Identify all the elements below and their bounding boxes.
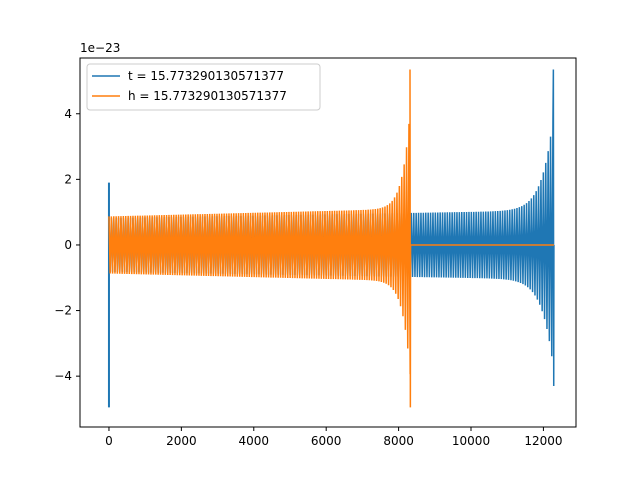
- series-line-2: [108, 69, 554, 408]
- legend-box: [86, 63, 321, 111]
- legend-label-2: h = 15.773290130571377: [128, 89, 287, 103]
- x-tick-label: 12000: [524, 434, 562, 448]
- y-tick-label: −4: [54, 369, 72, 383]
- y-tick-label: 0: [64, 238, 72, 252]
- legend-label-1: t = 15.773290130571377: [128, 69, 284, 83]
- y-offset-label: 1e−23: [80, 41, 120, 55]
- y-tick-label: 2: [64, 172, 72, 186]
- plot-area: [107, 69, 555, 408]
- series-2: [108, 69, 554, 408]
- x-axis: 0 2000 4000 6000 8000 10000 12000: [105, 427, 563, 448]
- x-tick-label: 10000: [452, 434, 490, 448]
- x-tick-label: 8000: [383, 434, 414, 448]
- x-tick-label: 4000: [239, 434, 270, 448]
- x-tick-label: 6000: [311, 434, 342, 448]
- legend: t = 15.773290130571377 h = 15.77329013057…: [86, 63, 321, 111]
- axes-frame: [79, 57, 577, 428]
- y-axis: −4 −2 0 2 4: [54, 107, 80, 383]
- x-tick-label: 0: [105, 434, 113, 448]
- y-tick-label: 4: [64, 107, 72, 121]
- y-tick-label: −2: [54, 304, 72, 318]
- x-tick-label: 2000: [166, 434, 197, 448]
